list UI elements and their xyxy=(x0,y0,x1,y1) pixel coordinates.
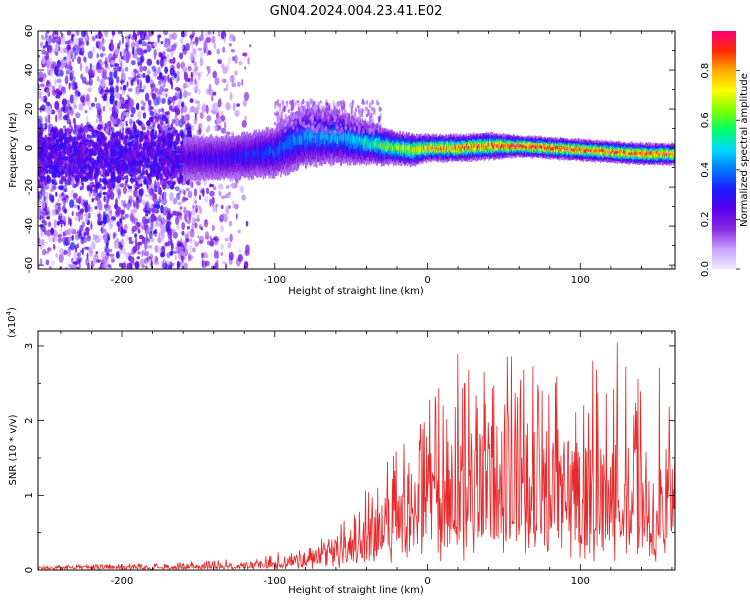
snr-scale-exponent: 4 xyxy=(5,310,13,315)
snr-y-label: SNR (10 * v/v) xyxy=(8,414,19,485)
spectrogram-y-ticks: -60 -40 -20 0 20 40 60 xyxy=(24,25,675,273)
x-tick-label: 100 xyxy=(571,275,590,286)
snr-x-label: Height of straight line (km) xyxy=(288,585,424,596)
x-tick-label: -100 xyxy=(263,576,286,587)
x-tick-label: -200 xyxy=(111,576,134,587)
colorbar: 0.0 0.2 0.4 0.6 0.8 Normalized spectral ampl… xyxy=(700,31,750,277)
y-tick-label: -60 xyxy=(24,257,35,273)
colorbar-ticks: 0.0 0.2 0.4 0.6 0.8 xyxy=(700,63,740,277)
y-tick-label: 20 xyxy=(24,103,35,116)
y-tick-label: -20 xyxy=(24,179,35,195)
y-tick-label: 3 xyxy=(24,343,35,349)
colorbar-gradient xyxy=(712,31,736,269)
x-tick-label: 0 xyxy=(424,576,430,587)
colorbar-tick-label: 0.6 xyxy=(700,112,711,128)
spectrogram-y-label: Frequency (Hz) xyxy=(8,112,19,188)
chart-title: GN04.2024.004.23.41.E02 xyxy=(270,4,443,19)
y-tick-label: 2 xyxy=(24,417,35,423)
y-tick-label: 0 xyxy=(24,567,35,573)
x-tick-label: -200 xyxy=(111,275,134,286)
x-tick-label: 100 xyxy=(571,576,590,587)
snr-x-ticks: -200 -100 0 100 xyxy=(60,331,673,587)
spectrogram-x-label: Height of straight line (km) xyxy=(288,286,424,297)
spectrogram-x-ticks: -200 -100 0 100 xyxy=(60,31,673,286)
x-tick-label: -100 xyxy=(263,275,286,286)
snr-y-ticks: 0 1 2 3 xyxy=(24,343,675,573)
y-tick-label: 0 xyxy=(24,145,35,151)
snr-scale-label: (x104) xyxy=(5,307,18,338)
snr-panel: -200 -100 0 100 0 1 2 3 Height of straight lin… xyxy=(5,307,676,596)
snr-scale-base: (x10 xyxy=(7,315,18,338)
snr-series-line xyxy=(38,342,675,570)
y-tick-label: 40 xyxy=(24,64,35,77)
snr-frame xyxy=(37,330,676,571)
colorbar-label: Normalized spectral amplitude xyxy=(739,73,750,227)
spectrogram-heatmap xyxy=(38,31,675,269)
colorbar-tick-label: 0.8 xyxy=(700,63,711,79)
colorbar-tick-label: 0.4 xyxy=(700,162,711,178)
colorbar-tick-label: 0.0 xyxy=(700,261,711,277)
y-tick-label: 1 xyxy=(24,492,35,498)
colorbar-tick-label: 0.2 xyxy=(700,211,711,227)
spectrogram-frame xyxy=(37,30,676,270)
y-tick-label: -40 xyxy=(24,218,35,234)
y-tick-label: 60 xyxy=(24,25,35,38)
x-tick-label: 0 xyxy=(424,275,430,286)
